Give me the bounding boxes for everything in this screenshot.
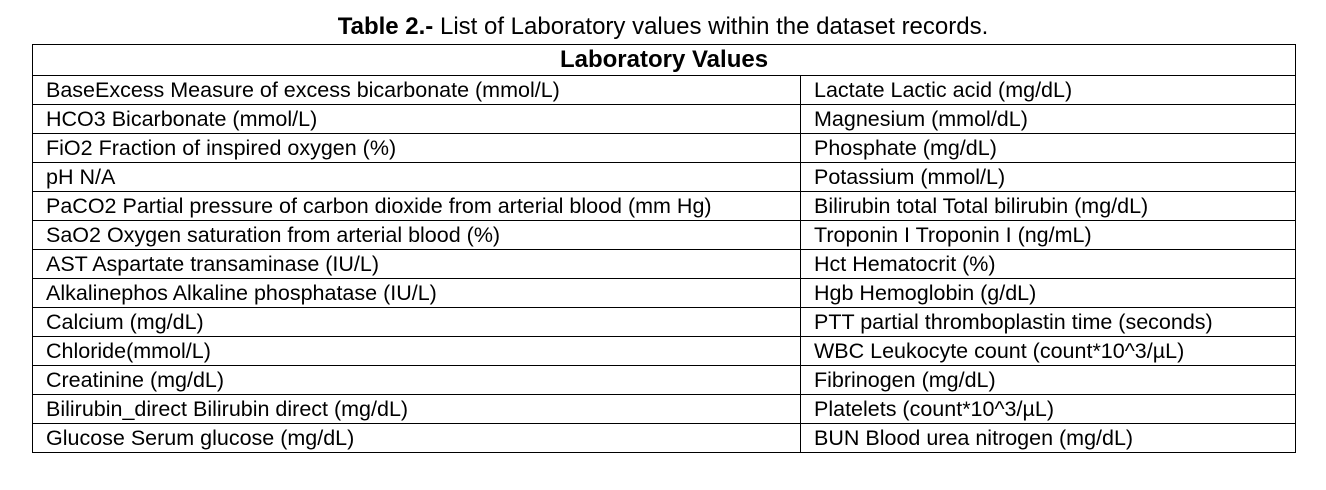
laboratory-values-table: Laboratory Values BaseExcess Measure of …: [31, 44, 1297, 453]
table-row: Chloride(mmol/L) WBC Leukocyte count (co…: [32, 336, 1297, 366]
table-cell-right: PTT partial thromboplastin time (seconds…: [799, 307, 1297, 337]
table-header: Laboratory Values: [31, 44, 1297, 76]
table-cell-left: Calcium (mg/dL): [32, 307, 801, 337]
table-row: Glucose Serum glucose (mg/dL) BUN Blood …: [32, 423, 1297, 453]
table-cell-right: Phosphate (mg/dL): [799, 133, 1297, 163]
table-row: Calcium (mg/dL) PTT partial thromboplast…: [32, 307, 1297, 337]
table-cell-left: Alkalinephos Alkaline phosphatase (IU/L): [32, 278, 801, 308]
table-cell-right: Lactate Lactic acid (mg/dL): [799, 75, 1297, 105]
table-cell-right: Magnesium (mmol/dL): [799, 104, 1297, 134]
table-row: SaO2 Oxygen saturation from arterial blo…: [32, 220, 1297, 250]
table-row: BaseExcess Measure of excess bicarbonate…: [32, 75, 1297, 105]
table-caption: Table 2.- List of Laboratory values with…: [0, 12, 1326, 42]
table-row: Creatinine (mg/dL) Fibrinogen (mg/dL): [32, 365, 1297, 395]
table-row: Alkalinephos Alkaline phosphatase (IU/L)…: [32, 278, 1297, 308]
table-cell-left: PaCO2 Partial pressure of carbon dioxide…: [32, 191, 801, 221]
table-row: pH N/A Potassium (mmol/L): [32, 162, 1297, 192]
table-cell-right: Potassium (mmol/L): [799, 162, 1297, 192]
table-cell-right: Bilirubin total Total bilirubin (mg/dL): [799, 191, 1297, 221]
table-cell-right: Troponin I Troponin I (ng/mL): [799, 220, 1297, 250]
table-row: FiO2 Fraction of inspired oxygen (%) Pho…: [32, 133, 1297, 163]
table-cell-left: SaO2 Oxygen saturation from arterial blo…: [32, 220, 801, 250]
table-header-row: Laboratory Values: [31, 44, 1297, 76]
table-cell-left: FiO2 Fraction of inspired oxygen (%): [32, 133, 801, 163]
table-cell-left: Bilirubin_direct Bilirubin direct (mg/dL…: [32, 394, 801, 424]
table-cell-left: AST Aspartate transaminase (IU/L): [32, 249, 801, 279]
table-cell-left: Glucose Serum glucose (mg/dL): [32, 423, 801, 453]
table-cell-left: Creatinine (mg/dL): [32, 365, 801, 395]
table-row: Bilirubin_direct Bilirubin direct (mg/dL…: [32, 394, 1297, 424]
table-cell-right: Fibrinogen (mg/dL): [799, 365, 1297, 395]
table-cell-left: Chloride(mmol/L): [32, 336, 801, 366]
table-cell-left: pH N/A: [32, 162, 801, 192]
table-cell-right: WBC Leukocyte count (count*10^3/µL): [799, 336, 1297, 366]
table-cell-right: Platelets (count*10^3/µL): [799, 394, 1297, 424]
table-row: HCO3 Bicarbonate (mmol/L) Magnesium (mmo…: [32, 104, 1297, 134]
table-cell-right: Hct Hematocrit (%): [799, 249, 1297, 279]
table-caption-label: Table 2.-: [337, 13, 434, 40]
table-row: AST Aspartate transaminase (IU/L) Hct He…: [32, 249, 1297, 279]
table-caption-text: List of Laboratory values within the dat…: [433, 13, 989, 40]
table-row: PaCO2 Partial pressure of carbon dioxide…: [32, 191, 1297, 221]
table-cell-right: BUN Blood urea nitrogen (mg/dL): [799, 423, 1297, 453]
table-cell-left: HCO3 Bicarbonate (mmol/L): [32, 104, 801, 134]
table-cell-right: Hgb Hemoglobin (g/dL): [799, 278, 1297, 308]
table-cell-left: BaseExcess Measure of excess bicarbonate…: [32, 75, 801, 105]
